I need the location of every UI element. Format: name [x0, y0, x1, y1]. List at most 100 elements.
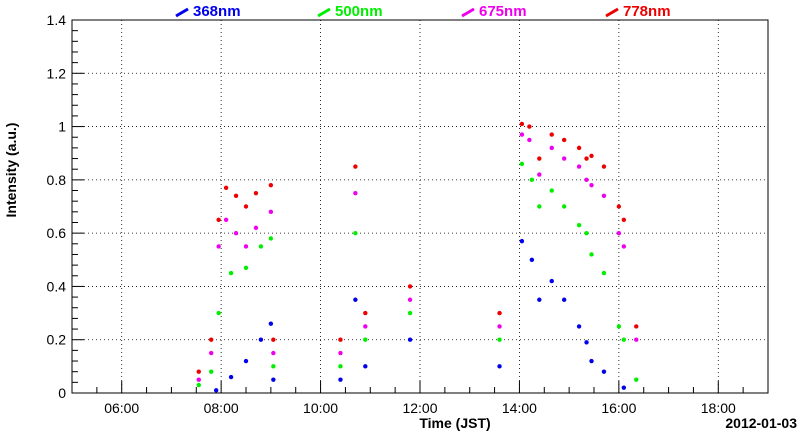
- data-point: [353, 297, 358, 302]
- data-point: [601, 270, 607, 276]
- data-point: [616, 204, 622, 209]
- x-axis-label: Time (JST): [419, 415, 490, 431]
- data-points: [196, 121, 639, 393]
- data-point: [216, 244, 221, 249]
- data-point: [529, 177, 535, 183]
- legend-label: 675nm: [479, 3, 527, 20]
- data-point: [584, 230, 589, 236]
- data-point: [268, 182, 274, 188]
- x-tick-label: 18:00: [701, 400, 736, 416]
- legend: 368nm 500nm 675nm 778nm: [175, 3, 671, 20]
- data-point: [601, 369, 607, 374]
- legend-swatch: [175, 7, 189, 18]
- data-point: [338, 377, 343, 382]
- tick-labels: 0 0.2 0.4 0.6 0.8 1 1.2 1.4 06:00 08:00 10:00 12:00…: [47, 12, 736, 416]
- data-point: [589, 358, 594, 364]
- data-point: [519, 121, 525, 127]
- data-point: [634, 377, 639, 382]
- data-point: [268, 236, 274, 241]
- data-point: [353, 230, 358, 236]
- x-tick-label: 08:00: [204, 400, 239, 416]
- data-point: [271, 337, 276, 342]
- data-point: [584, 156, 589, 161]
- data-point: [233, 193, 239, 199]
- y-tick-label: 0.6: [47, 225, 67, 241]
- data-point: [216, 217, 221, 223]
- data-point: [634, 324, 639, 329]
- data-point: [537, 172, 542, 177]
- data-point: [363, 324, 368, 329]
- data-point: [353, 164, 358, 169]
- data-point: [589, 153, 594, 159]
- series-778nm: [196, 121, 639, 374]
- data-point: [216, 310, 221, 316]
- data-point: [253, 190, 259, 196]
- data-point: [561, 156, 567, 161]
- data-point: [527, 124, 532, 129]
- data-point: [223, 217, 229, 223]
- data-point: [233, 230, 239, 236]
- grid-lines: [72, 20, 768, 393]
- data-point: [243, 244, 249, 249]
- x-tick-label: 12:00: [402, 400, 437, 416]
- data-point: [576, 222, 582, 228]
- data-point: [268, 209, 274, 215]
- data-point: [353, 190, 358, 196]
- data-point: [549, 188, 554, 193]
- data-point: [196, 382, 201, 388]
- legend-label: 500nm: [335, 3, 383, 20]
- data-point: [549, 132, 554, 137]
- data-point: [549, 145, 554, 151]
- data-point: [228, 374, 234, 380]
- data-point: [621, 244, 627, 249]
- data-point: [519, 238, 525, 244]
- data-point: [497, 337, 502, 342]
- y-tick-label: 0.4: [47, 278, 67, 294]
- data-point: [243, 204, 249, 209]
- data-point: [616, 324, 622, 329]
- data-point: [209, 337, 214, 342]
- data-point: [209, 369, 214, 374]
- data-point: [589, 182, 594, 188]
- data-point: [589, 252, 594, 257]
- legend-swatch: [317, 7, 331, 18]
- data-point: [196, 369, 201, 374]
- data-point: [407, 284, 413, 289]
- data-point: [228, 270, 234, 276]
- data-point: [601, 193, 607, 199]
- y-tick-label: 0: [58, 385, 66, 401]
- data-point: [268, 321, 274, 326]
- data-point: [363, 364, 368, 369]
- data-point: [621, 217, 627, 223]
- data-point: [621, 337, 627, 342]
- data-point: [576, 145, 582, 151]
- date-label: 2012-01-03: [725, 415, 797, 431]
- data-point: [407, 297, 413, 302]
- data-point: [549, 278, 554, 284]
- series-368nm: [213, 238, 627, 393]
- y-axis-label: Intensity (a.u.): [3, 123, 19, 218]
- data-point: [497, 310, 502, 316]
- data-point: [196, 377, 201, 382]
- data-point: [576, 164, 582, 169]
- data-point: [223, 185, 229, 191]
- data-point: [497, 364, 502, 369]
- data-point: [584, 177, 589, 183]
- y-tick-label: 0.8: [47, 172, 67, 188]
- data-point: [529, 257, 535, 262]
- series-500nm: [196, 161, 639, 388]
- data-point: [271, 350, 276, 356]
- data-point: [363, 310, 368, 316]
- data-point: [338, 364, 343, 369]
- data-point: [527, 137, 532, 143]
- data-point: [258, 337, 264, 342]
- data-point: [213, 388, 219, 393]
- data-point: [584, 340, 589, 345]
- series-675nm: [196, 132, 639, 382]
- data-point: [338, 337, 343, 342]
- data-point: [271, 377, 276, 382]
- x-tick-label: 10:00: [303, 400, 338, 416]
- data-point: [537, 204, 542, 209]
- data-point: [616, 230, 622, 236]
